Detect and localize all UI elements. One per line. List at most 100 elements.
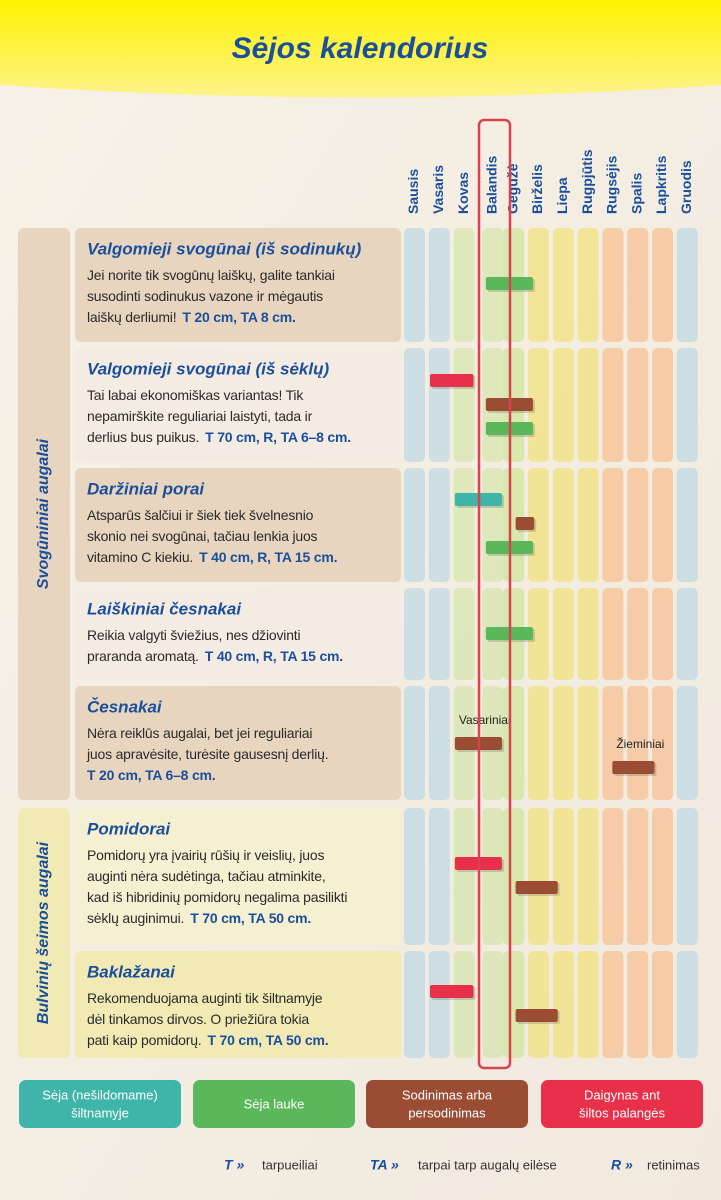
text-part: vitamino C kiekiu. bbox=[87, 549, 193, 565]
group-box bbox=[18, 808, 70, 1058]
month-cell bbox=[627, 808, 649, 945]
month-cell bbox=[453, 808, 475, 945]
month-cell bbox=[482, 808, 504, 945]
text-part: pati kaip pomidorų. bbox=[87, 1032, 202, 1048]
crop-box bbox=[75, 468, 401, 582]
crop-box bbox=[75, 588, 401, 680]
text-part: Rekomenduojama auginti tik šiltnamyje bbox=[87, 990, 323, 1006]
month-cell bbox=[528, 808, 549, 945]
crop-title: Baklažanai bbox=[87, 962, 176, 981]
month-cell bbox=[528, 228, 549, 342]
legend-label: šiltos palangės bbox=[579, 1105, 665, 1120]
footer-text: retinimas bbox=[647, 1157, 700, 1172]
crop-text: auginti nėra sudėtinga, tačiau atminkite… bbox=[87, 868, 326, 884]
bar bbox=[515, 881, 558, 894]
month-cell bbox=[627, 348, 649, 462]
text-part: sėklų auginimui. bbox=[87, 910, 184, 926]
month-cell bbox=[652, 588, 673, 680]
text-part: Pomidorų yra įvairių rūšių ir veislių, j… bbox=[87, 847, 324, 863]
text-part: kad iš hibridinių pomidorų negalima pasi… bbox=[87, 889, 347, 905]
month-cell bbox=[652, 951, 673, 1058]
month-cell bbox=[552, 808, 574, 945]
crop-text: praranda aromatą. T 40 cm, R, TA 15 cm. bbox=[87, 648, 343, 664]
month-cell bbox=[602, 348, 624, 462]
footer-key: R » bbox=[611, 1157, 633, 1173]
month-cell bbox=[453, 588, 475, 680]
month-label: Birželis bbox=[529, 164, 545, 214]
text-part: laiškų derliumi! bbox=[87, 309, 176, 325]
crop-text: kad iš hibridinių pomidorų negalima pasi… bbox=[87, 889, 347, 905]
month-cell bbox=[528, 468, 549, 582]
month-cell bbox=[676, 468, 698, 582]
april-highlight bbox=[477, 118, 512, 1070]
bar-label: Žieminiai bbox=[616, 736, 664, 751]
crop-text: Pomidorų yra įvairių rūšių ir veislių, j… bbox=[87, 847, 324, 863]
crop-text: Reikia valgyti šviežius, nes džiovinti bbox=[87, 627, 300, 643]
crop-text: sėklų auginimui. T 70 cm, TA 50 cm. bbox=[87, 910, 311, 926]
title: Sėjos kalendorius bbox=[232, 32, 489, 65]
month-label: Spalis bbox=[628, 173, 644, 214]
month-cell bbox=[528, 951, 549, 1058]
header-band bbox=[0, 0, 721, 98]
month-label: Gruodis bbox=[678, 160, 694, 214]
crop-box bbox=[75, 686, 401, 800]
month-cell bbox=[676, 228, 698, 342]
spec: T 40 cm, R, TA 15 cm. bbox=[205, 648, 343, 664]
month-cell bbox=[652, 228, 673, 342]
crop-title: Valgomieji svogūnai (iš sodinukų) bbox=[87, 239, 362, 258]
month-cell bbox=[552, 348, 574, 462]
crop-text: Tai labai ekonomiškas variantas! Tik bbox=[87, 387, 304, 403]
legend-label: persodinimas bbox=[408, 1105, 486, 1120]
spec: T 40 cm, R, TA 15 cm. bbox=[199, 549, 337, 565]
bar bbox=[430, 374, 474, 387]
month-cell bbox=[503, 808, 525, 945]
month-label: Vasaris bbox=[430, 165, 446, 214]
legend-box bbox=[193, 1080, 355, 1128]
month-label: Kovas bbox=[455, 172, 471, 214]
month-cell bbox=[528, 686, 549, 800]
month-cell bbox=[577, 951, 599, 1058]
bar bbox=[515, 517, 535, 530]
crop-text: Nėra reiklūs augalai, bet jei reguliaria… bbox=[87, 725, 312, 741]
legend-label: Sėja (nešildomame) bbox=[42, 1087, 158, 1102]
text-part: Atsparūs šalčiui ir šiek tiek švelnesnio bbox=[87, 507, 314, 523]
month-label: Rugsėjis bbox=[604, 155, 620, 214]
month-cell bbox=[676, 348, 698, 462]
crop-box bbox=[75, 808, 401, 945]
month-cell bbox=[428, 951, 450, 1058]
month-cell bbox=[453, 951, 475, 1058]
crop-text: derlius bus puikus. T 70 cm, R, TA 6–8 cm… bbox=[87, 429, 351, 445]
spec: T 70 cm, R, TA 6–8 cm. bbox=[205, 429, 351, 445]
bar-label: Vasariniai bbox=[459, 713, 511, 727]
crop-text: Rekomenduojama auginti tik šiltnamyje bbox=[87, 990, 323, 1006]
month-cell bbox=[577, 228, 599, 342]
text-part: dėl tinkamos dirvos. O priežiūra tokia bbox=[87, 1011, 309, 1027]
month-cell bbox=[627, 468, 649, 582]
month-cell bbox=[652, 468, 673, 582]
footer-key: TA » bbox=[370, 1157, 399, 1173]
text-part: derlius bus puikus. bbox=[87, 429, 199, 445]
month-cell bbox=[552, 468, 574, 582]
legend-label: Sėja lauke bbox=[244, 1096, 305, 1111]
month-cell bbox=[627, 228, 649, 342]
month-cell bbox=[453, 348, 475, 462]
month-cell bbox=[602, 228, 624, 342]
month-cell bbox=[404, 686, 425, 800]
bar bbox=[430, 985, 474, 998]
month-cell bbox=[404, 951, 425, 1058]
month-cell bbox=[528, 348, 549, 462]
month-cell bbox=[528, 588, 549, 680]
crop-text: skonio nei svogūnai, tačiau lenkia juos bbox=[87, 528, 318, 544]
spec: T 70 cm, TA 50 cm. bbox=[190, 910, 311, 926]
month-cell bbox=[577, 686, 599, 800]
crop-text: juos apravėsite, turėsite gausesnį derli… bbox=[86, 746, 328, 762]
text-part: susodinti sodinukus vazone ir mėgautis bbox=[87, 288, 323, 304]
month-cell bbox=[552, 686, 574, 800]
text-part: juos apravėsite, turėsite gausesnį derli… bbox=[86, 746, 328, 762]
text-part: praranda aromatą. bbox=[87, 648, 199, 664]
month-cell bbox=[428, 348, 450, 462]
crop-title: Česnakai bbox=[87, 697, 163, 716]
legend-label: Sodinimas arba bbox=[402, 1087, 493, 1102]
legend-label: šiltnamyje bbox=[71, 1105, 129, 1120]
